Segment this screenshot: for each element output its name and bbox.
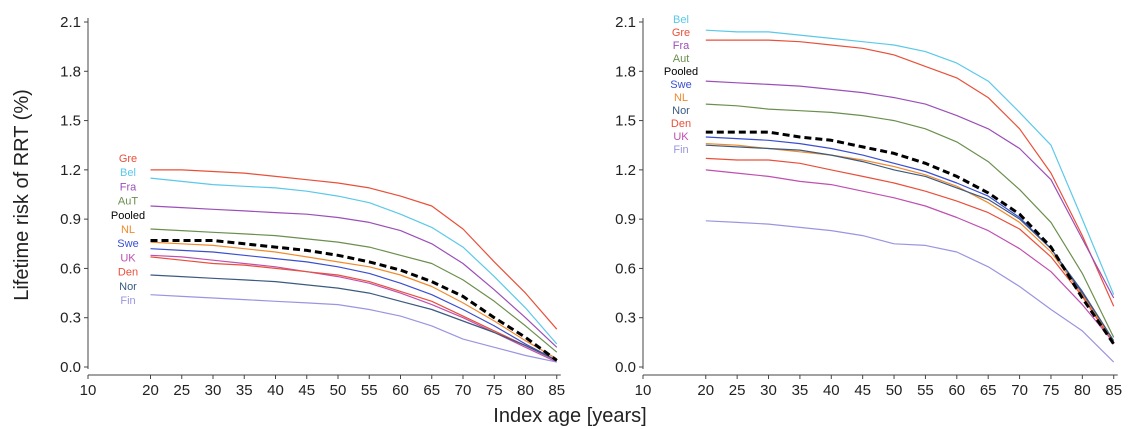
x-tick-label: 50 xyxy=(330,382,347,399)
x-tick-label: 45 xyxy=(298,382,315,399)
series-label-den: Den xyxy=(118,267,138,279)
series-label-swe: Swe xyxy=(117,238,138,250)
series-label-bel: Bel xyxy=(673,14,689,26)
series-line-nor xyxy=(705,144,1115,342)
x-tick-label: 75 xyxy=(1043,382,1060,399)
series-line-den xyxy=(705,157,1115,345)
series-line-gre xyxy=(150,169,558,330)
series-label-fin: Fin xyxy=(120,295,135,307)
series-line-bel xyxy=(150,177,558,345)
series-line-fra xyxy=(150,205,558,348)
x-tick-label: 50 xyxy=(886,382,903,399)
x-tick-label: 40 xyxy=(267,382,284,399)
series-line-gre xyxy=(705,39,1115,307)
series-line-aut xyxy=(705,103,1115,338)
series-label-aut: AuT xyxy=(118,196,138,208)
series-label-fra: Fra xyxy=(120,181,137,193)
x-tick-label: 80 xyxy=(1074,382,1091,399)
y-tick-label: 0.9 xyxy=(60,211,81,228)
series-line-nor xyxy=(150,274,558,361)
x-tick-label: 20 xyxy=(142,382,159,399)
x-axis-title: Index age [years] xyxy=(493,405,646,427)
series-line-fra xyxy=(705,80,1115,299)
x-tick-label: 55 xyxy=(361,382,378,399)
series-line-swe xyxy=(150,248,558,361)
series-label-fra: Fra xyxy=(673,40,690,52)
series-label-swe: Swe xyxy=(670,79,691,91)
series-line-aut xyxy=(150,228,558,353)
x-tick-label: 85 xyxy=(548,382,565,399)
x-tick-label: 40 xyxy=(823,382,840,399)
series-label-gre: Gre xyxy=(119,153,137,165)
series-line-fin xyxy=(705,220,1115,363)
series-line-swe xyxy=(705,136,1115,343)
series-label-pooled: Pooled xyxy=(664,66,698,78)
series-label-fin: Fin xyxy=(673,144,688,156)
series-label-uk: UK xyxy=(120,252,136,264)
series-line-den xyxy=(150,256,558,361)
y-tick-label: 1.5 xyxy=(60,113,81,130)
series-line-nl xyxy=(150,241,558,360)
series-line-uk xyxy=(705,169,1115,343)
y-tick-label: 0.3 xyxy=(615,310,636,327)
series-label-nor: Nor xyxy=(672,105,690,117)
x-tick-label: 25 xyxy=(729,382,746,399)
y-tick-label: 1.8 xyxy=(60,63,81,80)
x-tick-label: 60 xyxy=(392,382,409,399)
y-tick-label: 2.1 xyxy=(60,14,81,31)
series-line-fin xyxy=(150,294,557,363)
series-label-gre: Gre xyxy=(672,27,690,39)
y-tick-label: 0.9 xyxy=(615,211,636,228)
series-line-pooled xyxy=(705,130,1115,345)
y-tick-label: 0.6 xyxy=(615,260,636,277)
x-tick-label: 10 xyxy=(80,382,97,399)
y-tick-label: 1.8 xyxy=(615,63,636,80)
y-tick-label: 1.5 xyxy=(615,113,636,130)
series-line-pooled xyxy=(150,239,558,362)
y-tick-label: 1.2 xyxy=(615,162,636,179)
x-tick-label: 45 xyxy=(854,382,871,399)
y-tick-label: 0.0 xyxy=(60,359,81,376)
series-label-pooled: Pooled xyxy=(111,210,145,222)
x-tick-label: 70 xyxy=(1011,382,1028,399)
x-tick-label: 30 xyxy=(205,382,222,399)
x-tick-label: 30 xyxy=(760,382,777,399)
series-label-den: Den xyxy=(671,118,691,130)
x-tick-label: 75 xyxy=(486,382,503,399)
x-tick-label: 70 xyxy=(455,382,472,399)
x-tick-label: 10 xyxy=(635,382,652,399)
x-tick-label: 20 xyxy=(697,382,714,399)
x-tick-label: 85 xyxy=(1105,382,1122,399)
y-tick-label: 1.2 xyxy=(60,162,81,179)
x-tick-label: 25 xyxy=(173,382,190,399)
y-axis-title: Lifetime risk of RRT (%) xyxy=(11,89,33,301)
x-tick-label: 65 xyxy=(423,382,440,399)
series-label-nl: NL xyxy=(674,92,688,104)
x-tick-label: 80 xyxy=(517,382,534,399)
x-tick-label: 60 xyxy=(948,382,965,399)
series-label-bel: Bel xyxy=(120,167,136,179)
x-tick-label: 35 xyxy=(792,382,809,399)
chart-panel-left: 0.0 0.3 0.6 0.9 1.2 1.5 1.8 2.1 10 20 25 30 35 40 45 50… xyxy=(60,14,565,399)
series-label-nl: NL xyxy=(121,224,135,236)
chart-panel-right: 0.0 0.3 0.6 0.9 1.2 1.5 1.8 2.1 10 20 25 30 35 40 45 50… xyxy=(615,14,1122,399)
series-line-uk xyxy=(150,254,558,363)
y-tick-label: 0.3 xyxy=(60,310,81,327)
series-label-aut: Aut xyxy=(673,53,690,65)
y-tick-label: 2.1 xyxy=(615,14,636,31)
y-tick-label: 0.6 xyxy=(60,260,81,277)
y-tick-label: 0.0 xyxy=(615,359,636,376)
series-label-nor: Nor xyxy=(119,281,137,293)
series-label-uk: UK xyxy=(673,131,689,143)
x-tick-label: 55 xyxy=(917,382,934,399)
x-tick-label: 65 xyxy=(980,382,997,399)
x-tick-label: 35 xyxy=(236,382,253,399)
series-line-bel xyxy=(705,29,1115,295)
